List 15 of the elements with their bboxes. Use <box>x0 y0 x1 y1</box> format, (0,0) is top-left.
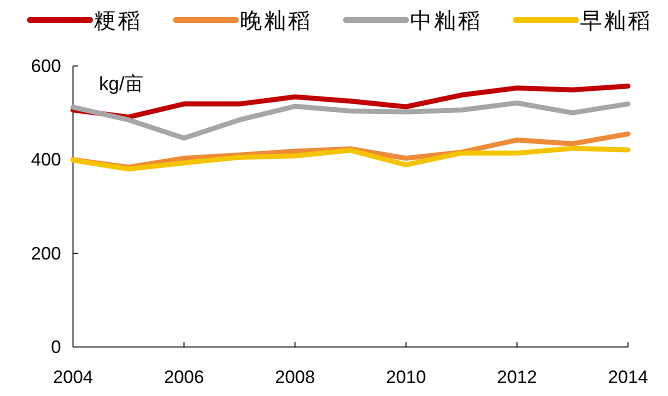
y-tick-label: 600 <box>30 56 61 76</box>
x-tick-label: 2006 <box>164 367 204 387</box>
y-tick-label: 400 <box>30 150 61 170</box>
x-tick-label: 2004 <box>52 367 94 387</box>
legend-label: 早籼稻 <box>580 8 652 33</box>
y-axis-title: kg/亩 <box>99 73 144 95</box>
y-tick-label: 200 <box>30 243 61 264</box>
legend-label: 中籼稻 <box>410 8 482 33</box>
y-tick-label: 0 <box>50 337 61 357</box>
x-tick-label: 2012 <box>496 367 538 387</box>
x-tick-label: 2010 <box>386 367 426 387</box>
x-tick-label: 2014 <box>608 367 648 387</box>
legend-label: 粳稻 <box>94 8 142 33</box>
legend-label: 晚籼稻 <box>240 8 312 33</box>
x-tick-label: 2008 <box>274 367 316 387</box>
